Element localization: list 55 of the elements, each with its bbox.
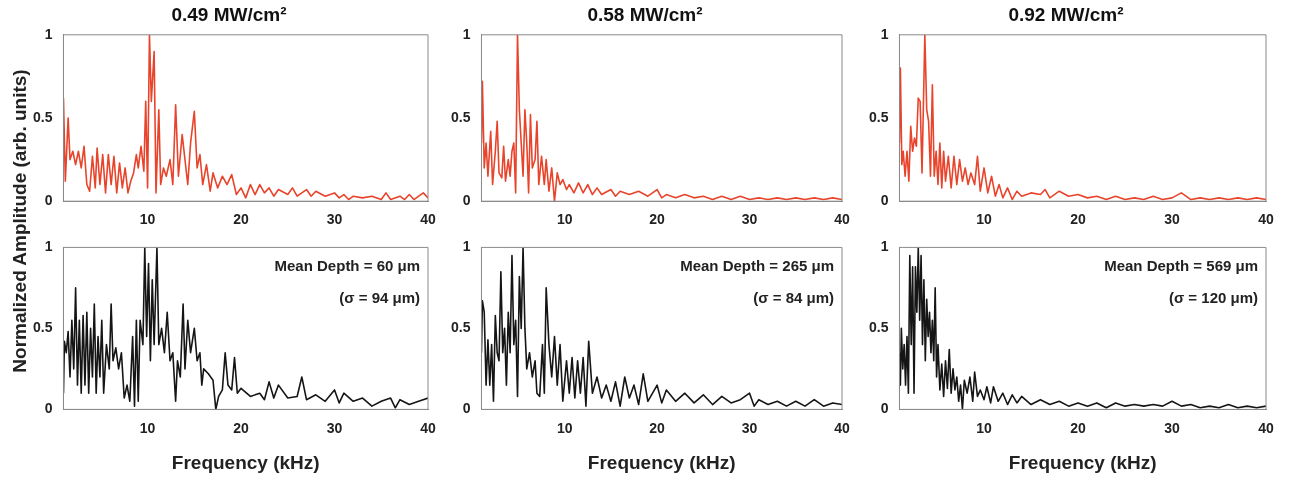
y-tick-label: 0.5: [450, 108, 471, 125]
y-tick-label: 0: [880, 400, 889, 417]
annotation: Mean Depth = 60 μm: [274, 257, 420, 275]
x-tick-label: 30: [326, 211, 343, 228]
y-tick-label: 0: [462, 192, 471, 209]
y-tick-label: 0.5: [868, 108, 889, 125]
y-tick-label: 1: [462, 238, 471, 255]
x-tick-label: 30: [741, 211, 758, 228]
y-tick-label: 0.5: [32, 319, 53, 336]
x-tick-label: 20: [233, 419, 250, 436]
annotation: (σ = 94 μm): [339, 289, 420, 307]
x-tick-label: 30: [326, 419, 343, 436]
x-tick-label: 10: [976, 211, 993, 228]
x-tick-label: 40: [1258, 211, 1274, 228]
x-axis-title: Frequency (kHz): [171, 451, 320, 473]
annotation: Mean Depth = 265 μm: [680, 257, 834, 275]
x-tick-label: 40: [420, 419, 436, 436]
x-tick-label: 30: [1164, 419, 1181, 436]
x-tick-label: 40: [834, 419, 850, 436]
x-tick-label: 10: [556, 419, 573, 436]
y-tick-label: 0.5: [868, 319, 889, 336]
x-tick-label: 10: [139, 211, 156, 228]
y-tick-label: 0: [880, 192, 889, 209]
annotation: (σ = 84 μm): [753, 289, 834, 307]
x-tick-label: 30: [741, 419, 758, 436]
x-tick-label: 10: [139, 419, 156, 436]
y-tick-label: 1: [44, 238, 53, 255]
y-tick-label: 0: [44, 400, 53, 417]
x-tick-label: 40: [834, 211, 850, 228]
x-tick-label: 20: [233, 211, 250, 228]
x-tick-label: 20: [649, 419, 666, 436]
x-tick-label: 20: [649, 211, 666, 228]
x-tick-label: 30: [1164, 211, 1181, 228]
chart-title: 0.49 MW/cm²: [171, 3, 287, 25]
y-tick-label: 0.5: [32, 108, 53, 125]
x-tick-label: 40: [1258, 419, 1274, 436]
x-axis-title: Frequency (kHz): [1008, 451, 1157, 473]
annotation: (σ = 120 μm): [1168, 289, 1258, 307]
x-tick-label: 20: [1070, 419, 1087, 436]
y-tick-label: 1: [880, 238, 889, 255]
x-axis-title: Frequency (kHz): [587, 451, 736, 473]
annotation: Mean Depth = 569 μm: [1104, 257, 1258, 275]
chart-title: 0.58 MW/cm²: [587, 3, 703, 25]
y-tick-label: 1: [880, 25, 889, 42]
y-tick-label: 1: [462, 25, 471, 42]
x-tick-label: 10: [976, 419, 993, 436]
x-tick-label: 10: [556, 211, 573, 228]
y-axis-title: Normalized Amplitude (arb. units): [9, 69, 31, 373]
x-tick-label: 20: [1070, 211, 1087, 228]
y-tick-label: 0.5: [450, 319, 471, 336]
y-tick-label: 0: [462, 400, 471, 417]
x-tick-label: 40: [420, 211, 436, 228]
y-tick-label: 1: [44, 25, 53, 42]
chart-title: 0.92 MW/cm²: [1008, 3, 1124, 25]
y-tick-label: 0: [44, 192, 53, 209]
